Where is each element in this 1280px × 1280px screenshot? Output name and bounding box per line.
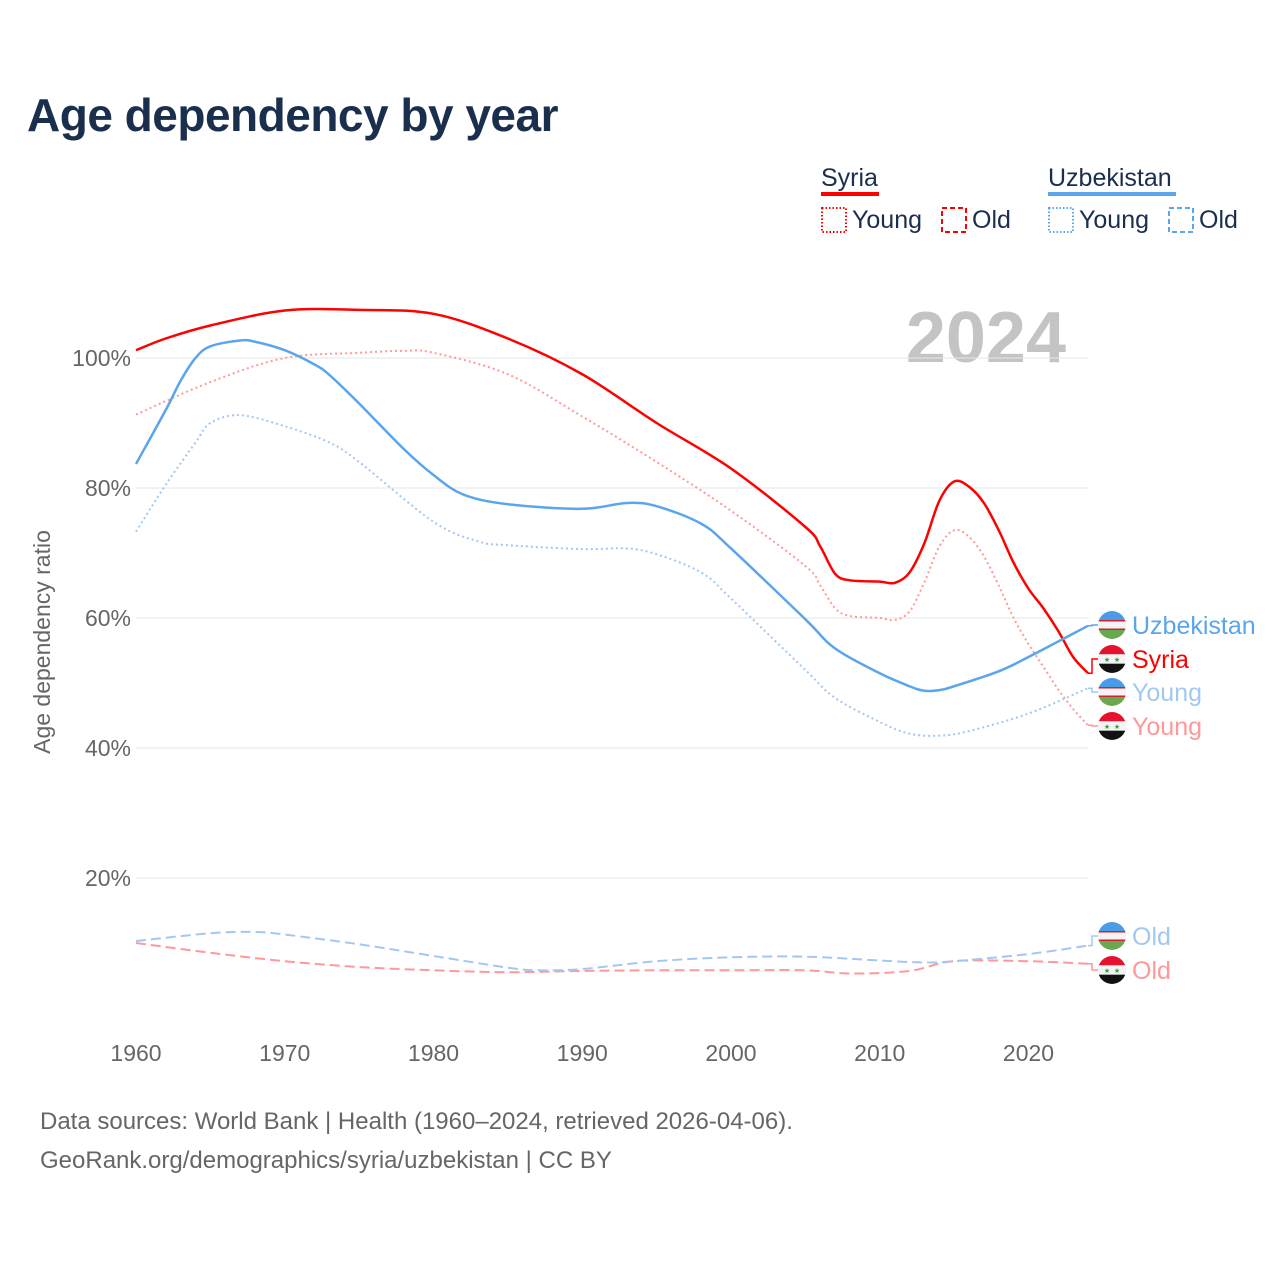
end-label-text: Uzbekistan: [1132, 612, 1256, 640]
series-line-syria: [135, 307, 1089, 675]
end-label-text: Young: [1132, 679, 1202, 707]
footer-link[interactable]: GeoRank.org/demographics/syria/uzbekista…: [40, 1147, 612, 1174]
footer-source: Data sources: World Bank | Health (1960–…: [40, 1108, 793, 1135]
svg-text:★: ★: [1114, 723, 1120, 731]
end-label-text: Syria: [1132, 646, 1189, 674]
syria-flag-icon: ★ ★: [1098, 645, 1126, 673]
chart-title: Age dependency by year: [27, 89, 558, 141]
end-label-text: Young: [1132, 713, 1202, 741]
series-line-syria-old: [135, 942, 1089, 975]
label-connector: [1088, 935, 1098, 947]
svg-text:★: ★: [1114, 967, 1120, 975]
series-line-uzbekistan-old: [135, 930, 1089, 972]
svg-text:★: ★: [1104, 656, 1110, 664]
x-tick-label: 1990: [557, 1040, 608, 1066]
legend-uzbekistan-underline: [1048, 192, 1176, 196]
legend-uzbekistan-title: Uzbekistan: [1048, 164, 1172, 192]
legend-syria-old-label: Old: [972, 206, 1011, 234]
x-tick-label: 1960: [110, 1040, 161, 1066]
year-badge: 2024: [906, 298, 1066, 378]
x-tick-label: 1970: [259, 1040, 310, 1066]
x-tick-label: 2010: [854, 1040, 905, 1066]
y-tick-label: 40%: [85, 735, 131, 761]
legend-syria-young-swatch: [821, 207, 847, 233]
end-label-syria: ★ ★ Syria: [1088, 645, 1189, 674]
y-tick-label: 60%: [85, 605, 131, 631]
end-label-uzbekistan-young: Young: [1088, 678, 1202, 707]
end-label-uzbekistan-old: Old: [1088, 922, 1171, 951]
x-tick-label: 2020: [1003, 1040, 1054, 1066]
legend-uzbekistan-young-label: Young: [1079, 206, 1149, 234]
legend: Syria Young Old Uzbekistan Young Old: [821, 164, 1238, 234]
end-label-syria-old: ★ ★ Old: [1088, 956, 1171, 985]
y-tick-label: 20%: [85, 865, 131, 891]
x-tick-label: 1980: [408, 1040, 459, 1066]
end-label-text: Old: [1132, 957, 1171, 985]
legend-syria-young-label: Young: [852, 206, 922, 234]
label-connector: [1088, 658, 1098, 674]
svg-text:★: ★: [1114, 656, 1120, 664]
syria-flag-icon: ★ ★: [1098, 712, 1126, 740]
series-line-syria-young: [135, 349, 1089, 726]
x-tick-label: 2000: [705, 1040, 756, 1066]
label-connector: [1088, 624, 1098, 627]
label-connector: [1088, 724, 1098, 727]
label-connector: [1088, 963, 1098, 971]
y-tick-label: 100%: [72, 345, 131, 371]
y-tick-label: 80%: [85, 475, 131, 501]
label-connector: [1088, 687, 1098, 693]
svg-text:★: ★: [1104, 723, 1110, 731]
series-line-uzbekistan: [134, 338, 1089, 693]
uzbekistan-flag-icon: [1098, 922, 1126, 950]
legend-uzbekistan-old-label: Old: [1199, 206, 1238, 234]
legend-uzbekistan-young-swatch: [1048, 207, 1074, 233]
uzbekistan-flag-icon: [1098, 611, 1126, 639]
uzbekistan-flag-icon: [1098, 678, 1126, 706]
end-label-text: Old: [1132, 923, 1171, 951]
end-label-uzbekistan: Uzbekistan: [1088, 611, 1256, 640]
legend-syria-old-swatch: [941, 207, 967, 233]
end-label-syria-young: ★ ★ Young: [1088, 712, 1202, 741]
legend-uzbekistan-old-swatch: [1168, 207, 1194, 233]
syria-flag-icon: ★ ★: [1098, 956, 1126, 984]
svg-text:★: ★: [1104, 967, 1110, 975]
legend-syria-underline: [821, 192, 879, 196]
legend-syria-title: Syria: [821, 164, 878, 192]
y-axis-label: Age dependency ratio: [29, 530, 55, 754]
